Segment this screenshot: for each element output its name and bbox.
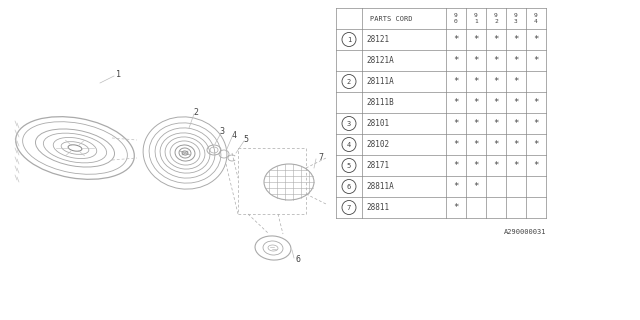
Text: *: *	[493, 56, 499, 65]
Text: *: *	[453, 140, 459, 149]
Text: *: *	[493, 161, 499, 170]
Text: *: *	[533, 35, 539, 44]
Text: *: *	[474, 77, 479, 86]
Text: *: *	[533, 98, 539, 107]
Text: 3: 3	[347, 121, 351, 126]
Text: *: *	[513, 140, 518, 149]
Text: 2: 2	[494, 19, 498, 24]
Text: 6: 6	[347, 183, 351, 189]
Text: 28121A: 28121A	[366, 56, 394, 65]
Text: *: *	[453, 77, 459, 86]
Text: 6: 6	[295, 254, 300, 263]
Text: *: *	[493, 119, 499, 128]
Text: 2: 2	[347, 78, 351, 84]
Text: *: *	[474, 56, 479, 65]
Text: 28111B: 28111B	[366, 98, 394, 107]
Text: PARTS CORD: PARTS CORD	[370, 15, 412, 21]
Text: *: *	[453, 182, 459, 191]
Text: *: *	[513, 35, 518, 44]
Text: *: *	[513, 119, 518, 128]
Text: 1: 1	[347, 36, 351, 43]
Text: 2: 2	[193, 108, 198, 116]
Text: 28171: 28171	[366, 161, 389, 170]
Text: 5: 5	[347, 163, 351, 169]
Text: 1: 1	[474, 19, 478, 24]
Text: 9: 9	[534, 13, 538, 18]
Text: *: *	[453, 119, 459, 128]
Text: 9: 9	[494, 13, 498, 18]
Text: 28811: 28811	[366, 203, 389, 212]
Text: 9: 9	[454, 13, 458, 18]
Text: *: *	[513, 161, 518, 170]
Text: 3: 3	[220, 126, 225, 135]
Text: *: *	[453, 35, 459, 44]
Text: 28811A: 28811A	[366, 182, 394, 191]
Text: *: *	[474, 119, 479, 128]
Text: *: *	[513, 98, 518, 107]
Text: 5: 5	[243, 134, 248, 143]
Text: A290000031: A290000031	[504, 229, 546, 235]
Text: *: *	[474, 182, 479, 191]
Text: 28121: 28121	[366, 35, 389, 44]
Text: *: *	[513, 77, 518, 86]
Text: *: *	[533, 56, 539, 65]
Text: 4: 4	[534, 19, 538, 24]
Text: 7: 7	[318, 153, 323, 162]
Bar	[238, 148, 306, 214]
Text: 4: 4	[347, 141, 351, 148]
Text: 0: 0	[454, 19, 458, 24]
Text: *: *	[493, 140, 499, 149]
Text: 28111A: 28111A	[366, 77, 394, 86]
Text: 9: 9	[514, 13, 518, 18]
Text: *: *	[474, 98, 479, 107]
Text: 7: 7	[347, 204, 351, 211]
Text: 28102: 28102	[366, 140, 389, 149]
Text: *: *	[533, 161, 539, 170]
Text: *: *	[533, 140, 539, 149]
Text: 9: 9	[474, 13, 478, 18]
Text: *: *	[493, 77, 499, 86]
Text: *: *	[453, 98, 459, 107]
Text: *: *	[453, 203, 459, 212]
Text: *: *	[474, 161, 479, 170]
Text: 3: 3	[514, 19, 518, 24]
Text: *: *	[493, 35, 499, 44]
Text: *: *	[474, 35, 479, 44]
Text: *: *	[513, 56, 518, 65]
Text: *: *	[474, 140, 479, 149]
Text: 28101: 28101	[366, 119, 389, 128]
Text: *: *	[453, 161, 459, 170]
Text: *: *	[493, 98, 499, 107]
Text: *: *	[453, 56, 459, 65]
Text: 1: 1	[116, 69, 121, 78]
Text: *: *	[533, 119, 539, 128]
Text: 4: 4	[232, 131, 237, 140]
